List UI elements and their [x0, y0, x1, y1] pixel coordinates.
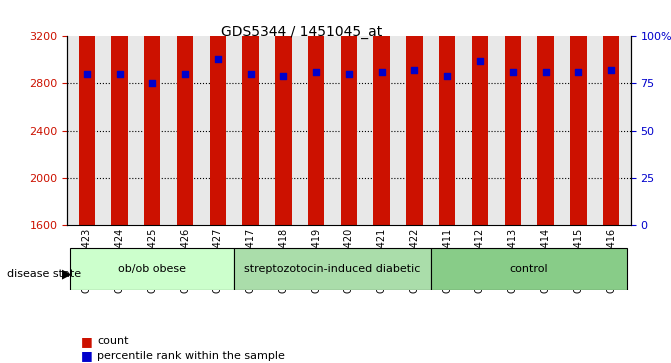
- Point: [147, 81, 158, 86]
- Point: [442, 73, 453, 79]
- Bar: [570, 0, 586, 225]
- Point: [213, 56, 223, 62]
- Text: disease state: disease state: [7, 269, 81, 279]
- Text: ■: ■: [81, 349, 93, 362]
- Point: [81, 71, 92, 77]
- FancyBboxPatch shape: [431, 248, 627, 290]
- Point: [474, 58, 485, 64]
- Point: [540, 69, 551, 75]
- Point: [180, 71, 191, 77]
- Bar: [341, 0, 357, 225]
- Point: [376, 69, 387, 75]
- Text: ob/ob obese: ob/ob obese: [118, 264, 187, 274]
- Text: streptozotocin-induced diabetic: streptozotocin-induced diabetic: [244, 264, 421, 274]
- FancyBboxPatch shape: [70, 248, 234, 290]
- Bar: [603, 0, 619, 225]
- Point: [606, 68, 617, 73]
- Point: [245, 71, 256, 77]
- Text: percentile rank within the sample: percentile rank within the sample: [97, 351, 285, 361]
- Bar: [308, 0, 324, 225]
- Bar: [79, 0, 95, 225]
- Bar: [439, 0, 456, 225]
- Bar: [111, 0, 127, 225]
- Bar: [144, 22, 160, 225]
- Text: count: count: [97, 336, 129, 346]
- Point: [311, 69, 321, 75]
- Bar: [537, 0, 554, 225]
- Point: [114, 71, 125, 77]
- Point: [409, 68, 420, 73]
- Bar: [406, 0, 423, 225]
- Bar: [472, 0, 488, 225]
- Bar: [242, 0, 259, 225]
- Point: [573, 69, 584, 75]
- Bar: [505, 0, 521, 225]
- Bar: [374, 0, 390, 225]
- Bar: [209, 0, 226, 225]
- Text: ▶: ▶: [62, 268, 71, 281]
- Text: GDS5344 / 1451045_at: GDS5344 / 1451045_at: [221, 25, 382, 40]
- Text: ■: ■: [81, 335, 93, 348]
- Text: control: control: [510, 264, 548, 274]
- Point: [344, 71, 354, 77]
- Point: [507, 69, 518, 75]
- Point: [278, 73, 289, 79]
- Bar: [177, 0, 193, 225]
- Bar: [275, 8, 292, 225]
- FancyBboxPatch shape: [234, 248, 431, 290]
